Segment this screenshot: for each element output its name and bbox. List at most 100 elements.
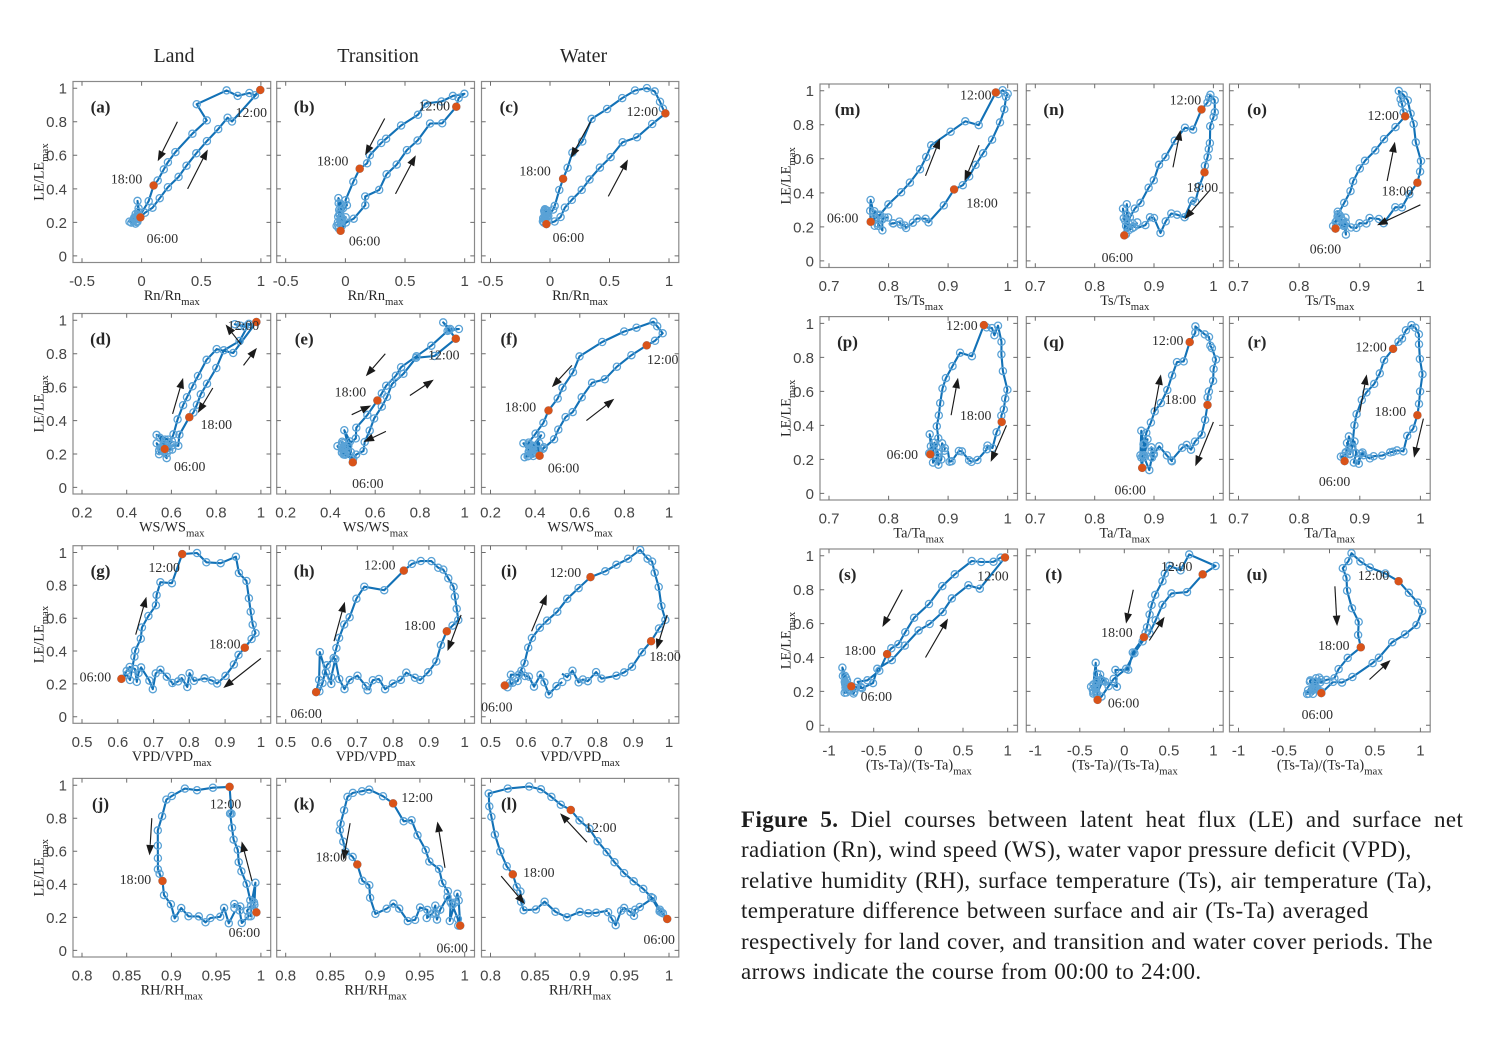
- svg-text:1: 1: [257, 734, 265, 751]
- svg-text:Transition: Transition: [337, 45, 419, 67]
- svg-text:Water: Water: [560, 45, 608, 67]
- svg-text:-1: -1: [822, 742, 835, 759]
- svg-text:18:00: 18:00: [649, 649, 681, 664]
- svg-text:18:00: 18:00: [960, 408, 992, 423]
- svg-text:06:00: 06:00: [174, 459, 206, 474]
- svg-text:(q): (q): [1043, 333, 1064, 352]
- svg-text:0.2: 0.2: [793, 452, 814, 469]
- svg-text:0: 0: [59, 480, 67, 497]
- svg-text:06:00: 06:00: [861, 689, 893, 704]
- svg-text:0.2: 0.2: [46, 910, 67, 927]
- svg-text:1: 1: [1004, 511, 1012, 528]
- svg-text:0.4: 0.4: [46, 643, 67, 660]
- svg-text:06:00: 06:00: [147, 231, 179, 246]
- svg-text:0.7: 0.7: [143, 734, 164, 751]
- svg-text:0: 0: [1120, 742, 1128, 759]
- svg-text:(m): (m): [835, 100, 860, 119]
- svg-text:VPD/VPDmax: VPD/VPDmax: [132, 749, 212, 769]
- svg-text:0.2: 0.2: [72, 505, 93, 522]
- svg-text:1: 1: [1416, 511, 1424, 528]
- svg-text:(n): (n): [1043, 100, 1064, 119]
- svg-text:12:00: 12:00: [228, 318, 260, 333]
- svg-text:0: 0: [59, 943, 67, 960]
- svg-text:1: 1: [806, 548, 814, 565]
- svg-text:0.6: 0.6: [46, 611, 67, 628]
- svg-text:06:00: 06:00: [548, 461, 580, 476]
- svg-text:18:00: 18:00: [317, 154, 349, 169]
- svg-text:0.5: 0.5: [599, 273, 620, 290]
- svg-text:18:00: 18:00: [120, 872, 152, 887]
- svg-text:0.9: 0.9: [161, 968, 182, 985]
- svg-text:0.4: 0.4: [116, 505, 137, 522]
- svg-text:(r): (r): [1248, 333, 1267, 352]
- svg-text:0.8: 0.8: [46, 578, 67, 595]
- svg-text:0.9: 0.9: [1349, 511, 1370, 528]
- svg-text:1: 1: [1416, 278, 1424, 295]
- svg-text:0.4: 0.4: [46, 413, 67, 430]
- svg-text:0.2: 0.2: [46, 676, 67, 693]
- svg-text:1: 1: [665, 505, 673, 522]
- svg-text:1: 1: [806, 83, 814, 100]
- svg-text:0.9: 0.9: [215, 734, 236, 751]
- svg-text:-0.5: -0.5: [1067, 742, 1093, 759]
- svg-text:12:00: 12:00: [210, 797, 242, 812]
- svg-text:0.9: 0.9: [1144, 278, 1165, 295]
- svg-text:12:00: 12:00: [236, 105, 268, 120]
- svg-text:0.8: 0.8: [383, 734, 404, 751]
- svg-text:(k): (k): [294, 794, 315, 813]
- svg-text:12:00: 12:00: [1358, 568, 1390, 583]
- svg-text:12:00: 12:00: [148, 560, 180, 575]
- svg-text:0.8: 0.8: [410, 505, 431, 522]
- svg-text:0.8: 0.8: [1289, 278, 1310, 295]
- svg-text:12:00: 12:00: [960, 87, 992, 102]
- svg-text:06:00: 06:00: [827, 211, 859, 226]
- svg-text:0.8: 0.8: [206, 505, 227, 522]
- svg-text:0: 0: [59, 248, 67, 265]
- svg-text:0.6: 0.6: [311, 734, 332, 751]
- svg-text:18:00: 18:00: [335, 384, 367, 399]
- svg-text:0.2: 0.2: [46, 446, 67, 463]
- svg-text:0.8: 0.8: [1084, 278, 1105, 295]
- svg-text:0.6: 0.6: [793, 616, 814, 633]
- svg-text:0.5: 0.5: [1158, 742, 1179, 759]
- svg-text:06:00: 06:00: [349, 234, 381, 249]
- svg-text:1: 1: [461, 273, 469, 290]
- svg-text:(s): (s): [839, 565, 857, 584]
- svg-text:(Ts-Ta)/(Ts-Ta)max: (Ts-Ta)/(Ts-Ta)max: [1277, 757, 1383, 777]
- svg-text:12:00: 12:00: [419, 99, 451, 114]
- svg-text:(Ts-Ta)/(Ts-Ta)max: (Ts-Ta)/(Ts-Ta)max: [866, 757, 972, 777]
- svg-text:(i): (i): [501, 562, 517, 581]
- svg-text:18:00: 18:00: [1101, 625, 1133, 640]
- svg-text:12:00: 12:00: [1355, 340, 1387, 355]
- svg-text:1: 1: [665, 273, 673, 290]
- svg-text:06:00: 06:00: [1108, 696, 1140, 711]
- svg-text:-0.5: -0.5: [1271, 742, 1297, 759]
- svg-text:(Ts-Ta)/(Ts-Ta)max: (Ts-Ta)/(Ts-Ta)max: [1072, 757, 1178, 777]
- svg-text:0.6: 0.6: [793, 384, 814, 401]
- svg-text:0.8: 0.8: [46, 346, 67, 363]
- svg-text:18:00: 18:00: [1382, 184, 1414, 199]
- svg-text:12:00: 12:00: [1152, 333, 1184, 348]
- svg-text:0: 0: [914, 742, 922, 759]
- svg-text:0.4: 0.4: [793, 185, 814, 202]
- svg-text:1: 1: [1209, 742, 1217, 759]
- svg-text:18:00: 18:00: [201, 417, 233, 432]
- svg-text:1: 1: [1209, 511, 1217, 528]
- svg-text:(b): (b): [294, 98, 315, 117]
- svg-text:0.7: 0.7: [1025, 511, 1046, 528]
- svg-text:1: 1: [665, 968, 673, 985]
- svg-text:0.6: 0.6: [46, 844, 67, 861]
- svg-text:0.6: 0.6: [569, 505, 590, 522]
- svg-text:18:00: 18:00: [316, 849, 348, 864]
- svg-text:0: 0: [806, 253, 814, 270]
- svg-text:18:00: 18:00: [505, 399, 537, 414]
- svg-text:1: 1: [59, 81, 67, 98]
- svg-text:(j): (j): [92, 794, 109, 813]
- svg-text:0.7: 0.7: [551, 734, 572, 751]
- svg-text:0: 0: [546, 273, 554, 290]
- svg-text:18:00: 18:00: [1165, 392, 1197, 407]
- svg-text:(e): (e): [295, 330, 314, 349]
- svg-text:0.9: 0.9: [1349, 278, 1370, 295]
- svg-text:06:00: 06:00: [1114, 483, 1146, 498]
- svg-text:0.7: 0.7: [1228, 278, 1249, 295]
